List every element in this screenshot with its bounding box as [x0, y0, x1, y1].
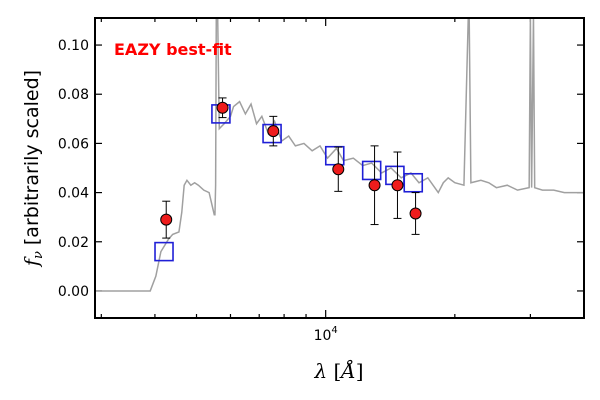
observed-point — [267, 125, 280, 138]
y-tick-label: 0.02 — [58, 235, 89, 251]
data-layer — [95, 18, 584, 292]
annotation-label: EAZY best-fit — [114, 40, 232, 59]
x-axis-unit: Å — [339, 358, 355, 383]
y-axis-label: fν [arbitrarily scaled] — [21, 70, 46, 268]
x-axis-symbol: λ — [313, 359, 327, 383]
x-axis-close: ] — [356, 359, 364, 383]
plot-frame — [94, 17, 585, 319]
observed-point — [391, 179, 404, 192]
tick-labels: 0.00 0.02 0.04 0.06 0.08 0.10 104 — [58, 38, 338, 344]
x-tick-label: 104 — [314, 325, 338, 344]
model-spectrum-line — [95, 18, 584, 292]
model-photometry-square — [154, 241, 174, 262]
y-axis-symbol: f — [21, 256, 43, 268]
observed-point — [160, 213, 173, 226]
model-photometry-square — [361, 160, 382, 181]
y-tick-label: 0.10 — [58, 38, 89, 54]
y-tick-label: 0.00 — [58, 284, 89, 300]
observed-point — [368, 179, 381, 192]
ticks — [95, 18, 585, 318]
x-axis-label: λ [Å] — [313, 358, 363, 383]
x-axis-open: [ — [327, 359, 341, 383]
y-tick-label: 0.08 — [58, 87, 89, 103]
model-photometry-square — [262, 123, 282, 144]
observed-point — [216, 101, 229, 114]
x-tick-exponent: 4 — [331, 325, 337, 336]
model-photometry-square — [403, 172, 424, 193]
y-axis-text: [arbitrarily scaled] — [21, 70, 43, 251]
y-tick-label: 0.06 — [58, 136, 89, 152]
y-axis-subscript: ν — [31, 251, 46, 259]
observed-point — [332, 163, 345, 176]
y-tick-label: 0.04 — [58, 186, 89, 202]
observed-point — [409, 207, 422, 220]
